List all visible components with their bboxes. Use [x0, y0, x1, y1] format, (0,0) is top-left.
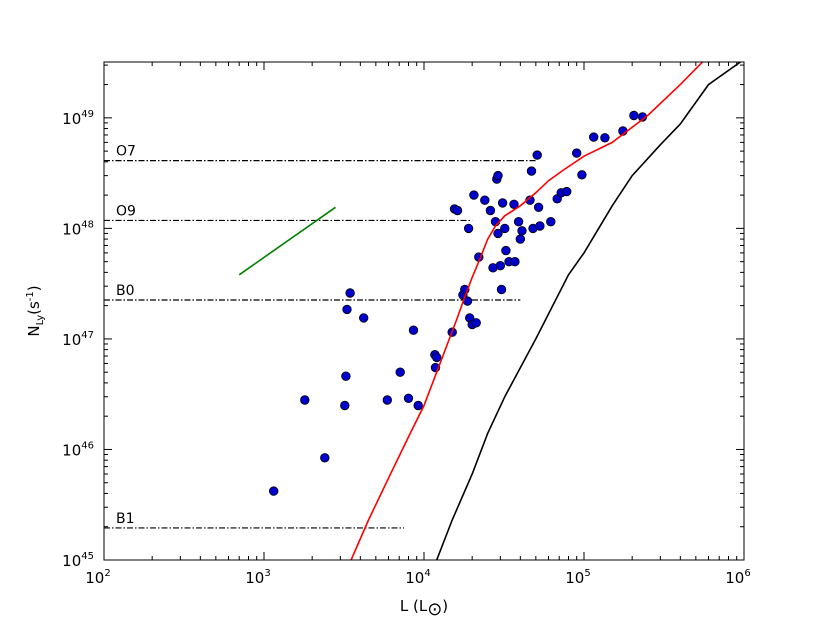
- x-tick-base: 10: [405, 569, 424, 587]
- x-tick-exponent: 4: [424, 568, 430, 579]
- data-point: [600, 133, 610, 143]
- data-point: [510, 257, 520, 267]
- data-point: [471, 318, 481, 328]
- y-tick-exponent: 47: [81, 330, 94, 341]
- data-point: [359, 313, 369, 323]
- data-point: [525, 195, 535, 205]
- data-point: [546, 216, 556, 227]
- data-point: [509, 199, 519, 210]
- y-axis-label-main: N: [25, 325, 43, 336]
- x-tick-base: 10: [85, 569, 104, 587]
- data-point: [320, 453, 330, 463]
- data-point: [497, 198, 508, 208]
- y-tick-base: 10: [62, 220, 81, 238]
- data-point: [432, 352, 442, 363]
- y-axis-label-close: ): [25, 285, 43, 291]
- x-tick-label: 104: [405, 568, 430, 587]
- y-tick-base: 10: [62, 110, 81, 128]
- data-point: [535, 221, 545, 231]
- y-tick-exponent: 46: [81, 440, 94, 451]
- data-point: [572, 148, 582, 158]
- data-point: [480, 195, 490, 205]
- data-point: [517, 226, 527, 236]
- data-point: [463, 223, 474, 234]
- y-axis-label-rest: (s: [25, 301, 43, 315]
- data-point: [495, 261, 506, 271]
- series-layer: [238, 62, 741, 560]
- data-point: [340, 400, 350, 411]
- y-tick-exponent: 48: [81, 219, 94, 230]
- data-point: [300, 395, 310, 405]
- x-tick-base: 10: [245, 569, 264, 587]
- data-point: [577, 170, 587, 180]
- plot-area: [104, 62, 744, 560]
- data-point: [341, 371, 351, 381]
- data-point: [452, 205, 463, 216]
- series-line-3: [238, 206, 336, 276]
- data-point: [382, 395, 393, 405]
- reference-lines: O7 O9 B0 B1: [104, 144, 536, 529]
- x-tick-label: 105: [565, 568, 590, 587]
- x-tick-exponent: 3: [264, 568, 270, 579]
- y-tick-base: 10: [62, 441, 81, 459]
- x-tick-base: 10: [565, 569, 584, 587]
- x-axis-label: L (L⊙): [400, 597, 448, 620]
- data-point: [493, 170, 503, 181]
- ref-label-o9: O9: [116, 203, 136, 219]
- data-point: [562, 186, 572, 197]
- y-tick-label: 1047: [62, 330, 94, 349]
- data-point: [469, 190, 479, 200]
- series-line-2: [435, 62, 741, 560]
- y-axis-label-sup: -1: [25, 291, 36, 301]
- data-point: [513, 216, 524, 227]
- data-point: [342, 304, 352, 315]
- y-tick-label: 1046: [62, 440, 94, 459]
- data-point: [403, 393, 414, 404]
- y-tick-exponent: 45: [81, 551, 94, 562]
- y-tick-base: 10: [62, 331, 81, 349]
- y-tick-label: 1048: [62, 219, 94, 238]
- series-line-1: [350, 62, 704, 560]
- plot-frame: [103, 61, 745, 561]
- data-point: [408, 325, 419, 335]
- ref-label-b1: B1: [116, 511, 135, 527]
- data-point: [501, 245, 511, 256]
- x-axis-label-main: L (L: [400, 597, 428, 615]
- x-tick-exponent: 5: [584, 568, 590, 579]
- x-axis-label-close: ): [442, 597, 448, 615]
- data-point: [345, 288, 355, 298]
- x-axis-label-sub: ⊙: [427, 599, 442, 620]
- x-tick-label: 102: [85, 568, 110, 587]
- data-point: [496, 284, 507, 295]
- data-point: [269, 486, 279, 496]
- data-point: [589, 132, 599, 142]
- data-point: [485, 205, 496, 216]
- y-tick-label: 1045: [62, 551, 94, 570]
- x-tick-exponent: 2: [104, 568, 110, 579]
- data-point: [533, 202, 544, 213]
- data-point: [500, 223, 510, 234]
- x-tick-label: 103: [245, 568, 270, 587]
- y-axis-label-sub: Ly: [35, 315, 46, 326]
- data-point: [515, 234, 526, 244]
- data-point: [493, 228, 503, 239]
- data-point: [395, 367, 405, 377]
- data-point: [526, 166, 537, 176]
- data-point: [532, 150, 542, 160]
- x-tick-label: 106: [725, 568, 750, 587]
- y-tick-exponent: 49: [81, 109, 94, 120]
- data-point: [629, 110, 639, 121]
- y-tick-label: 1049: [62, 109, 94, 128]
- x-tick-base: 10: [725, 569, 744, 587]
- x-tick-exponent: 6: [744, 568, 750, 579]
- ref-label-o7: O7: [116, 144, 136, 160]
- y-axis-label: NLy(s-1): [25, 285, 46, 336]
- y-tick-base: 10: [62, 552, 81, 570]
- data-point: [413, 400, 423, 411]
- ref-label-b0: B0: [116, 283, 135, 299]
